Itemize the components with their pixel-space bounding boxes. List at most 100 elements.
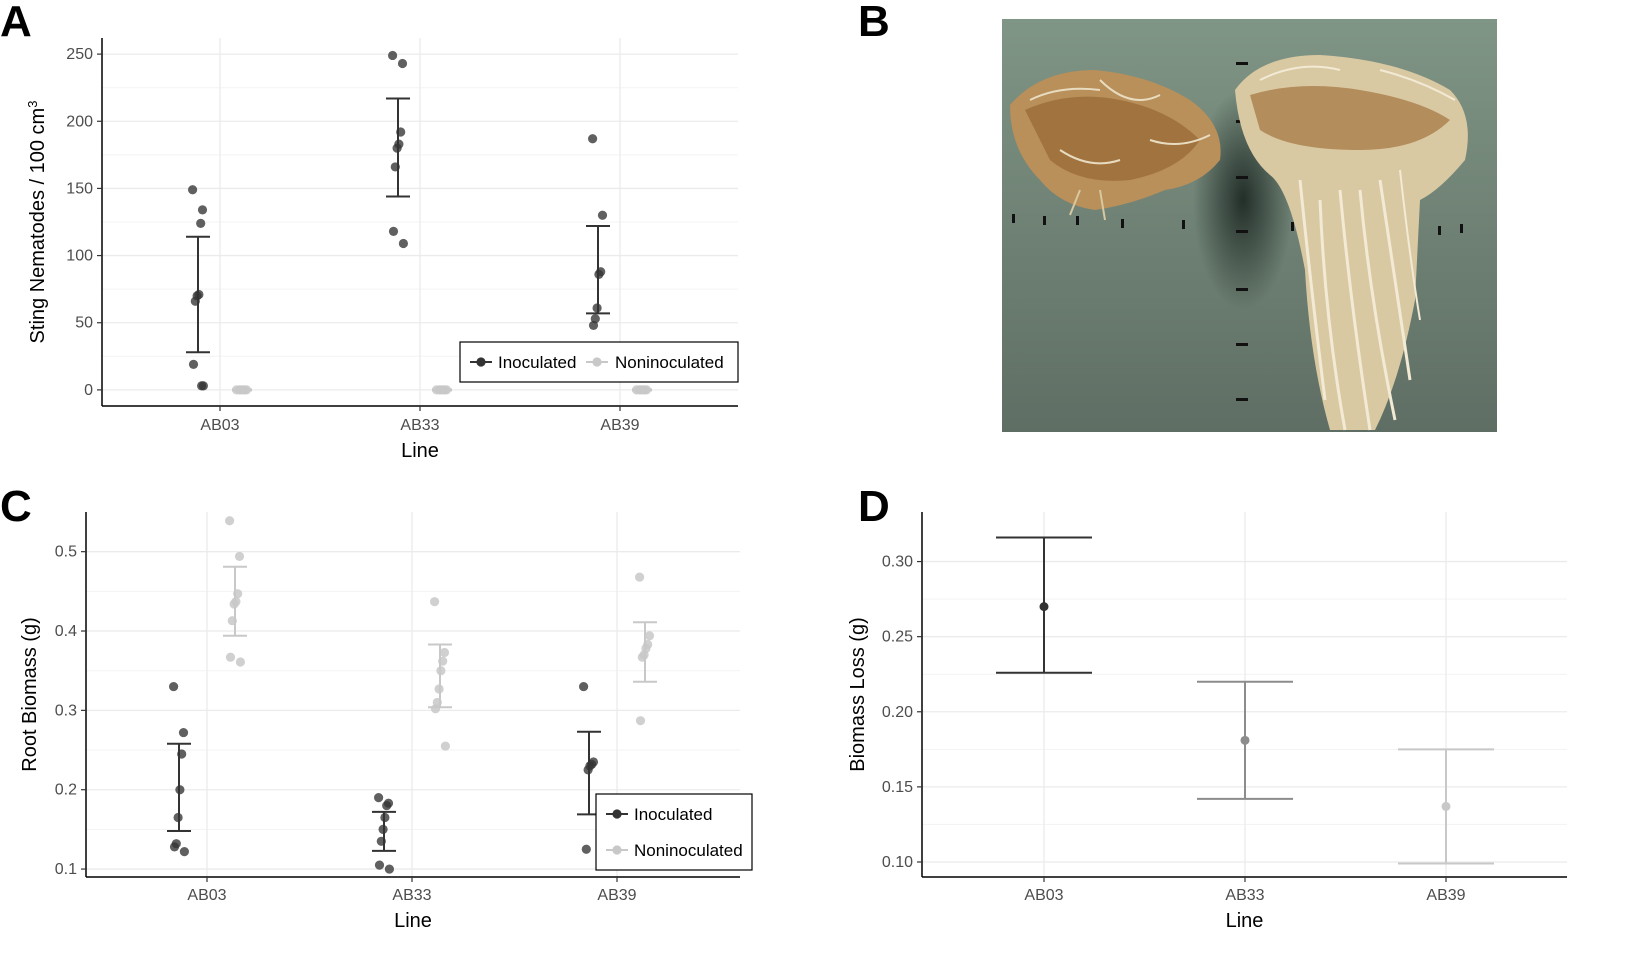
panel-a-data-point: [434, 385, 444, 395]
panel-c-chart: 0.1 0.2 0.3 0.4 0.5 AB03 AB33 AB39 Line Root…: [19, 512, 753, 932]
panel-c-data-point: [380, 812, 390, 823]
panel-d-xtick-1: AB33: [1225, 887, 1264, 904]
panel-c-data-point: [177, 749, 187, 759]
panel-c-data-point: [439, 647, 450, 658]
panel-c-data-point: [227, 616, 237, 626]
panel-a-data-point: [634, 385, 644, 395]
panel-a-data-point: [388, 50, 398, 61]
panel-a-legend: Inoculated Noninoculated: [459, 341, 739, 383]
panel-c-data-point: [374, 793, 384, 803]
panel-a-letter: A: [0, 0, 32, 46]
panel-d-mean-point: [1039, 602, 1049, 612]
panel-d-ytick-label: 0.15: [882, 779, 913, 796]
panel-a-data-point: [396, 127, 406, 137]
panel-a-legend-label-inoculated: Inoculated: [498, 353, 576, 372]
panel-a-ytick-label: 150: [66, 180, 93, 197]
panel-c-data-point: [178, 727, 189, 738]
panel-c-xtick-0: AB03: [187, 887, 226, 904]
panel-c-data-point: [644, 631, 655, 641]
panel-d-ytick-label: 0.20: [882, 704, 913, 721]
panel-d-xtick-0: AB03: [1024, 887, 1063, 904]
panel-a-ytick-label: 250: [66, 46, 93, 63]
panel-d-y-axis-title: Biomass Loss (g): [847, 617, 869, 772]
panel-c-data-point: [440, 741, 450, 751]
panel-c-data-point: [225, 516, 235, 526]
panel-a-x-axis-title: Line: [401, 440, 439, 462]
panel-c-data-point: [234, 551, 245, 562]
panel-b-letter: B: [858, 0, 890, 46]
panel-a-data-point: [197, 205, 208, 215]
panel-c-data-point: [225, 652, 236, 662]
panel-c-data-point: [175, 785, 185, 795]
panel-a-data-point: [588, 134, 598, 144]
panel-a-data-point: [597, 210, 608, 220]
panel-a-data-point: [190, 296, 200, 306]
panel-a-data-point: [594, 269, 604, 279]
panel-a-y-axis-title-sup: 3: [25, 101, 40, 108]
panel-a-data-point: [234, 385, 244, 395]
panel-d-ytick-label: 0.30: [882, 554, 913, 571]
panel-d-mean-point: [1441, 801, 1451, 811]
panel-a-xtick-0: AB03: [200, 417, 239, 434]
panel-c-data-point: [430, 704, 441, 714]
panel-c-ytick-label: 0.1: [55, 861, 77, 878]
panel-c-data-point: [382, 800, 392, 811]
panel-c-legend-point-inoculated: [612, 809, 622, 819]
panel-c-data-point: [374, 860, 385, 870]
panel-a-ytick-label: 0: [84, 382, 93, 399]
panel-a-ytick-label: 100: [66, 248, 93, 265]
panel-c-data-point: [169, 681, 179, 692]
panel-c-data-point: [376, 836, 386, 846]
panel-a-data-point: [390, 162, 400, 172]
panel-c-data-point: [235, 657, 245, 667]
root-mass-right: [1235, 55, 1468, 431]
panel-a-legend-label-noninoculated: Noninoculated: [615, 353, 724, 372]
panel-c-data-point: [637, 652, 647, 662]
panel-d-ytick-label: 0.10: [882, 854, 913, 871]
panel-a-xtick-2: AB39: [600, 417, 639, 434]
panel-c-data-point: [179, 847, 189, 857]
panel-a-data-point: [388, 226, 399, 237]
panel-a-chart: 0 50 100 150 200 250 AB03 AB33 AB39 Line Stin…: [25, 38, 739, 462]
panel-a-legend-point-noninoculated: [592, 357, 602, 367]
panel-a-data-point: [397, 58, 408, 69]
panel-c-xtick-2: AB39: [597, 887, 636, 904]
panel-a-data-point: [592, 303, 602, 313]
panel-d-x-axis-title: Line: [1226, 910, 1264, 932]
panel-a-data-point: [197, 381, 207, 391]
panel-c-letter: C: [0, 482, 32, 531]
panel-d-ytick-label: 0.25: [882, 629, 913, 646]
panel-a-data-point: [196, 218, 206, 228]
panel-a-ytick-label: 50: [75, 315, 93, 332]
panel-c-data-point: [169, 842, 180, 852]
panel-c-y-axis-title: Root Biomass (g): [19, 617, 41, 772]
root-mass-left: [1010, 70, 1221, 221]
panel-c-ytick-label: 0.4: [55, 623, 77, 640]
panel-c-data-point: [635, 572, 645, 582]
panel-c-data-point: [581, 844, 591, 854]
panel-c-data-point: [583, 765, 593, 775]
panel-c-data-point: [430, 597, 440, 607]
panel-c-legend-label-noninoculated: Noninoculated: [634, 841, 743, 860]
panel-d-chart: 0.10 0.15 0.20 0.25 0.30 AB03 AB33 AB39 Line…: [847, 512, 1567, 932]
panel-a-xtick-1: AB33: [400, 417, 439, 434]
panel-c-data-point: [635, 716, 646, 726]
panel-a-data-point: [398, 238, 408, 249]
panel-c-xtick-1: AB33: [392, 887, 431, 904]
panel-d-mean-point: [1240, 735, 1250, 745]
panel-c-legend: Inoculated Noninoculated: [595, 793, 753, 871]
panel-c-data-point: [438, 656, 448, 666]
panel-c-x-axis-title: Line: [394, 910, 432, 932]
panel-c-data-point: [436, 666, 446, 676]
panel-c-ytick-label: 0.2: [55, 782, 77, 799]
panel-a-data-point: [588, 320, 599, 331]
panel-a-data-point: [188, 359, 199, 369]
panel-c-legend-box: [595, 793, 753, 871]
panel-c-data-point: [434, 684, 444, 694]
panel-c-data-point: [229, 599, 239, 609]
panel-c-legend-label-inoculated: Inoculated: [634, 805, 712, 824]
panel-a-data-point: [392, 143, 402, 153]
panel-c-ytick-label: 0.3: [55, 702, 77, 719]
panel-c-data-point: [384, 864, 394, 874]
